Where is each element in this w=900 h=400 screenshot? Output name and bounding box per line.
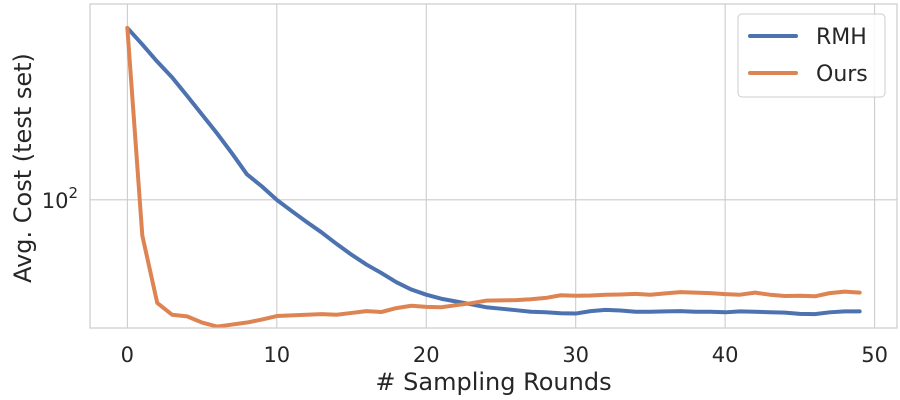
legend: RMH Ours (737, 13, 886, 98)
x-tick-label: 10 (263, 343, 290, 367)
y-tick-label: 102 (42, 184, 78, 213)
tick-labels: 0 10 20 30 40 50 102 (42, 184, 888, 367)
x-tick-label: 40 (712, 343, 739, 367)
legend-label-ours: Ours (816, 62, 868, 87)
y-axis-label: Avg. Cost (test set) (9, 53, 37, 283)
x-tick-label: 20 (413, 343, 440, 367)
series-line-rmh (125, 25, 862, 317)
series-line-ours (125, 25, 862, 329)
x-axis-label: # Sampling Rounds (375, 368, 611, 396)
x-tick-label: 30 (562, 343, 589, 367)
x-tick-label: 50 (861, 343, 888, 367)
series-lines (125, 25, 862, 329)
plot-frame (89, 3, 898, 329)
legend-label-rmh: RMH (816, 25, 867, 50)
x-tick-label: 0 (121, 343, 134, 367)
